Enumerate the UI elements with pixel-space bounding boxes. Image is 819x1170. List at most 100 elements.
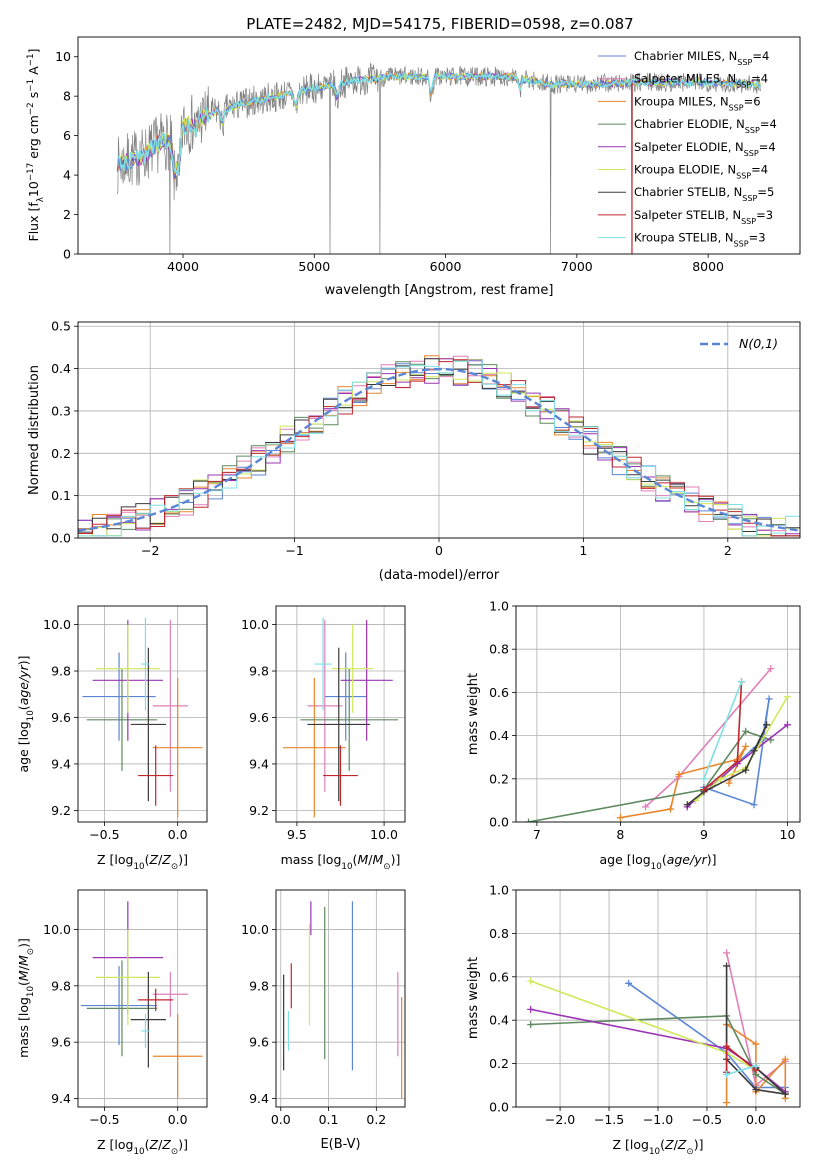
marker-chabrier-miles: [765, 695, 773, 703]
age-z-ylabel: age [log10(age/yr)]: [16, 655, 36, 772]
x-tick-label: −1: [285, 543, 303, 558]
x-tick-label: 7: [533, 827, 541, 842]
y-tick-label: 0.0: [489, 1100, 509, 1115]
x-tick-label: −0.5: [692, 1112, 722, 1127]
marker-kroupa-elodie: [783, 693, 791, 701]
marker-salpeter-miles: [641, 803, 649, 811]
legend-label-chabrier-miles: Chabrier MILES, NSSP=4: [634, 49, 769, 67]
y-tick-label: 10.0: [241, 922, 269, 937]
legend-label-chabrier-elodie: Chabrier ELODIE, NSSP=4: [634, 117, 777, 135]
marker-salpeter-elodie: [527, 1005, 535, 1013]
y-tick-label: 9.6: [249, 710, 269, 725]
y-tick-label: 9.8: [51, 978, 71, 993]
x-tick-label: 1: [579, 543, 587, 558]
y-tick-label: 1.0: [489, 883, 509, 898]
axes-frame: [77, 605, 208, 823]
marker-kroupa-miles: [742, 742, 750, 750]
marker-kroupa-stelib: [738, 678, 746, 686]
plot-area-mass-vs-Z: [80, 901, 203, 1099]
gaussian-reference-curve: [78, 367, 800, 532]
marker-kroupa-miles: [675, 770, 683, 778]
marker-kroupa-miles: [616, 814, 624, 822]
y-tick-label: 9.6: [51, 710, 71, 725]
y-tick-label: 1.0: [489, 599, 509, 614]
plot-area-massweight-vs-Z: [527, 949, 789, 1107]
x-tick-label: 10.0: [370, 827, 398, 842]
mass-z-xlabel: Z [log10(Z/Z⊙)]: [97, 1137, 188, 1157]
y-tick-label: 9.4: [249, 756, 269, 771]
marker-chabrier-elodie: [525, 818, 533, 822]
y-tick-label: 2: [63, 207, 71, 222]
x-tick-label: 2: [724, 543, 732, 558]
legend-label-salpeter-miles: Salpeter MILES, NSSP=4: [634, 72, 768, 90]
mw-z-xlabel: Z [log10(Z/Z⊙)]: [613, 1137, 704, 1157]
y-tick-label: 10.0: [43, 617, 71, 632]
mw-age-xlabel: age [log10(age/yr)]: [599, 852, 716, 872]
marker-kroupa-miles: [781, 1055, 789, 1063]
plot-area-massweight-vs-age: [525, 665, 791, 822]
y-tick-label: 0.8: [489, 642, 509, 657]
y-tick-label: 0.2: [51, 446, 71, 461]
plot-area-mass-vs-EBV: [283, 901, 403, 1099]
x-tick-label: −2: [141, 543, 159, 558]
marker-salpeter-stelib: [723, 1042, 731, 1050]
marker-chabrier-miles: [750, 801, 758, 809]
x-tick-label: 0.0: [168, 1112, 188, 1127]
marker-kroupa-miles: [723, 1099, 731, 1107]
mw-z-ylabel: mass weight: [466, 957, 481, 1039]
marker-salpeter-elodie: [783, 721, 791, 729]
x-tick-label: 8: [616, 827, 624, 842]
x-tick-label: 0.1: [319, 1112, 339, 1127]
x-tick-label: 0.2: [366, 1112, 386, 1127]
y-tick-label: 0.8: [489, 926, 509, 941]
mass-ebv-xlabel: E(B-V): [320, 1137, 360, 1152]
marker-kroupa-stelib: [700, 775, 708, 783]
y-tick-label: 9.8: [249, 664, 269, 679]
x-tick-label: 0.0: [271, 1112, 291, 1127]
age-mass-xlabel: mass [log10(M/M⊙)]: [281, 852, 401, 872]
marker-chabrier-stelib: [763, 721, 771, 729]
marker-salpeter-stelib: [733, 758, 741, 766]
x-tick-label: −0.5: [89, 827, 119, 842]
plot-area-residuals: [78, 355, 800, 537]
axes-mass-vs-Z: −0.5 0.0 9.4 9.6 9.8 10.0 Z [log10(Z/Z⊙)] mass …: [16, 889, 208, 1157]
axes-frame: [515, 889, 801, 1108]
y-tick-label: 0.2: [489, 1056, 509, 1071]
y-tick-label: 9.8: [249, 978, 269, 993]
y-tick-label: 0.4: [489, 728, 509, 743]
marker-chabrier-stelib: [781, 1090, 789, 1098]
x-tick-label: 5000: [298, 259, 330, 274]
x-tick-label: 0: [435, 543, 443, 558]
age-z-xlabel: Z [log10(Z/Z⊙)]: [97, 852, 188, 872]
y-tick-label: 0.4: [489, 1013, 509, 1028]
spectrum-data-line: [117, 62, 761, 254]
y-tick-label: 0.0: [51, 531, 71, 546]
marker-chabrier-stelib: [723, 962, 731, 970]
marker-chabrier-elodie: [527, 1021, 535, 1029]
spectrum-xlabel: wavelength [Angstrom, rest frame]: [325, 283, 554, 298]
legend-label-chabrier-stelib: Chabrier STELIB, NSSP=5: [634, 185, 774, 203]
series-chabrier-elodie: [528, 730, 772, 822]
y-tick-label: 10.0: [241, 617, 269, 632]
x-tick-label: 0.0: [746, 1112, 766, 1127]
series-kroupa-stelib: [703, 681, 743, 780]
y-tick-label: 0.1: [51, 488, 71, 503]
marker-chabrier-stelib: [742, 766, 750, 774]
figure-title: PLATE=2482, MJD=54175, FIBERID=0598, z=0…: [246, 15, 633, 33]
legend-label-salpeter-elodie: Salpeter ELODIE, NSSP=4: [634, 140, 776, 158]
y-tick-label: 8: [63, 89, 71, 104]
legend-label-kroupa-miles: Kroupa MILES, NSSP=6: [634, 94, 761, 112]
axes-frame: [275, 605, 406, 823]
series-chabrier-stelib: [686, 724, 768, 806]
y-tick-label: 9.2: [249, 803, 269, 818]
hist-ylabel: Normed distribution: [27, 365, 42, 495]
legend-label-gaussian: N(0,1): [739, 336, 778, 351]
x-tick-label: −1.5: [594, 1112, 624, 1127]
series-chabrier-elodie: [530, 1015, 786, 1095]
y-tick-label: 10: [55, 49, 71, 64]
axes-frame: [77, 36, 801, 255]
axes-frame: [77, 321, 801, 539]
legend-label-kroupa-elodie: Kroupa ELODIE, NSSP=4: [634, 163, 768, 181]
y-tick-label: 9.6: [51, 1035, 71, 1050]
